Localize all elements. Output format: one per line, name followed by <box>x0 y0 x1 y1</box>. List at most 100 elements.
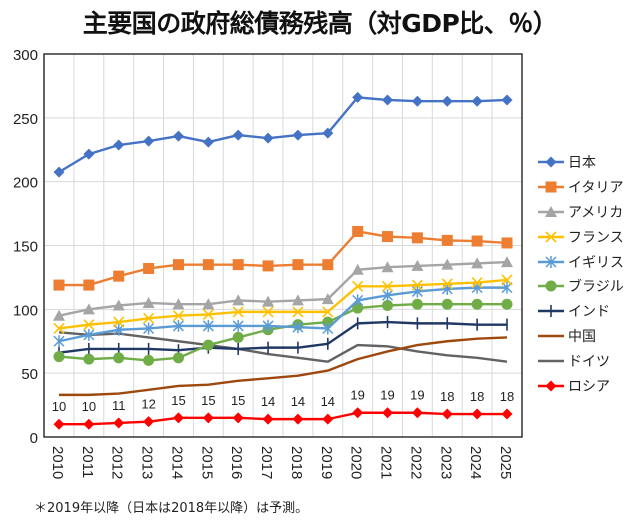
data-point <box>322 322 334 335</box>
legend-item: ブラジル <box>536 274 624 299</box>
data-point <box>113 352 125 364</box>
legend-item: ロシア <box>536 373 624 398</box>
data-point <box>351 263 364 275</box>
series-line <box>58 286 507 343</box>
data-point <box>113 316 125 328</box>
data-label: 14 <box>291 394 305 409</box>
data-label: 11 <box>112 398 126 413</box>
data-point <box>441 278 453 290</box>
data-point <box>143 354 155 366</box>
legend-label: ロシア <box>568 378 610 395</box>
legend-swatch-icon <box>538 359 564 362</box>
x-tick-label: 2023 <box>437 446 454 479</box>
data-point <box>322 413 334 425</box>
data-point <box>83 418 95 430</box>
data-point <box>382 300 394 312</box>
data-point <box>83 279 95 291</box>
x-tick-label: 2025 <box>497 446 514 479</box>
data-point <box>172 319 184 332</box>
series-9: 10 10 11 12 15 15 15 14 14 14 19 19 19 18 18 18 <box>52 388 514 430</box>
data-point <box>82 303 95 315</box>
legend-label: ブラジル <box>568 279 624 296</box>
legend-label: インド <box>568 304 610 321</box>
data-point <box>382 289 394 302</box>
legend-item: 中国 <box>536 324 624 349</box>
data-point <box>471 257 484 269</box>
data-point <box>292 306 304 318</box>
legend-label: 中国 <box>568 328 596 345</box>
data-point <box>172 298 185 310</box>
data-point <box>441 234 453 246</box>
data-point <box>382 231 394 243</box>
data-point <box>471 235 483 247</box>
legend-label: イギリス <box>568 254 624 271</box>
series-0 <box>53 91 513 178</box>
data-point <box>352 294 364 307</box>
data-point <box>441 298 453 310</box>
data-point <box>501 298 513 310</box>
y-tick-label: 50 <box>21 366 38 383</box>
legend-item: 日本 <box>536 150 624 175</box>
data-label: 15 <box>171 393 185 408</box>
data-point <box>352 407 364 419</box>
data-point <box>53 322 65 335</box>
data-label: 10 <box>52 399 66 414</box>
legend-label: アメリカ <box>568 204 624 221</box>
x-tick-label: 2015 <box>198 446 215 479</box>
legend-label: 日本 <box>568 155 596 172</box>
y-tick-label: 250 <box>13 111 38 128</box>
series-7 <box>59 336 508 397</box>
data-point <box>113 270 125 282</box>
series-line <box>59 230 508 287</box>
data-point <box>232 259 244 271</box>
data-point <box>292 129 304 141</box>
data-point <box>143 262 155 274</box>
x-tick-label: 2022 <box>407 446 424 479</box>
x-tick-label: 2018 <box>288 446 305 479</box>
data-point <box>381 280 394 292</box>
x-tick-label: 2013 <box>139 446 156 479</box>
data-point <box>322 127 334 139</box>
legend-swatch-icon <box>538 380 564 392</box>
series-line <box>58 96 508 174</box>
data-point <box>232 294 245 306</box>
legend-item: フランス <box>536 224 624 249</box>
data-point <box>545 255 557 268</box>
legend-swatch-icon <box>538 280 564 292</box>
data-point <box>382 407 394 419</box>
data-point <box>545 156 557 168</box>
x-tick-label: 2024 <box>467 446 484 479</box>
data-point <box>545 380 557 392</box>
data-point <box>441 258 454 270</box>
x-tick-label: 2012 <box>109 446 126 479</box>
data-point <box>53 166 65 178</box>
legend-swatch-icon <box>538 305 564 318</box>
data-point <box>83 148 95 160</box>
data-point <box>202 136 214 148</box>
data-point <box>232 412 244 424</box>
data-point <box>411 95 423 107</box>
y-tick-label: 200 <box>13 175 38 192</box>
data-point <box>232 331 244 343</box>
data-point <box>352 280 364 292</box>
data-point <box>381 261 394 273</box>
data-point <box>232 306 244 318</box>
legend-label: イタリア <box>568 180 624 197</box>
data-point <box>172 352 184 364</box>
series-8 <box>58 331 508 363</box>
data-point <box>471 276 483 289</box>
x-tick-label: 2020 <box>348 446 365 479</box>
y-tick-label: 300 <box>13 47 38 64</box>
series-5 <box>53 298 513 366</box>
data-point <box>545 181 557 193</box>
data-point <box>292 321 304 334</box>
data-point <box>292 259 304 271</box>
data-point <box>262 306 274 318</box>
data-point <box>202 308 214 321</box>
data-label: 12 <box>141 397 155 412</box>
data-point <box>262 295 275 307</box>
legend-item: イギリス <box>536 249 624 274</box>
data-point <box>352 225 364 237</box>
data-label: 18 <box>440 389 454 404</box>
